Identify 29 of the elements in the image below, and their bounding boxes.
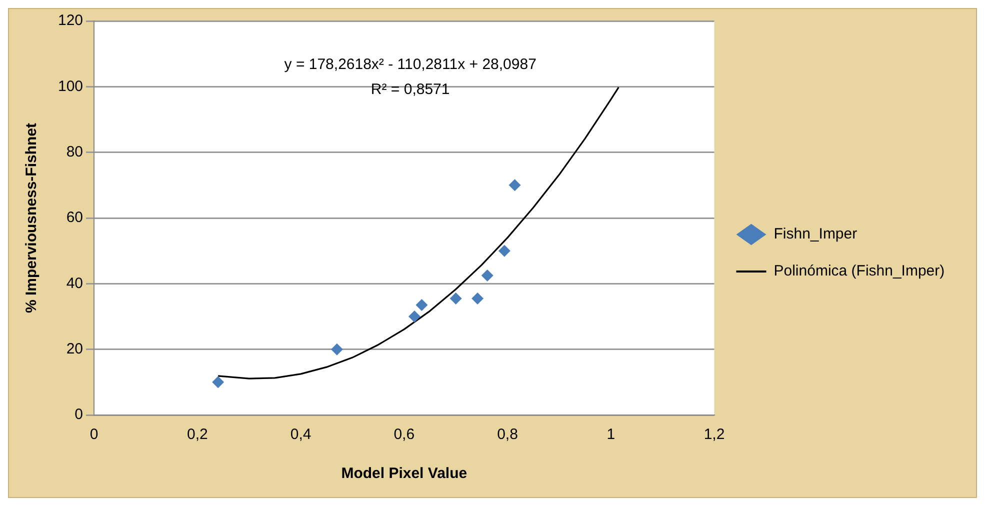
- point: [450, 292, 462, 304]
- x-tick-label: 0: [90, 426, 98, 444]
- point: [481, 269, 494, 282]
- x-tick-label: 1,2: [704, 426, 725, 444]
- y-axis-title: % Imperviousness-Fishnet: [23, 122, 40, 314]
- y-tick-label: 0: [74, 406, 84, 424]
- x-tick-label: 0,8: [497, 426, 518, 444]
- x-tick-label: 1: [606, 426, 616, 444]
- y-tick-label: 40: [66, 274, 84, 292]
- x-tick-label: 0,4: [290, 426, 312, 444]
- y-tick-label: 20: [66, 340, 84, 358]
- x-tick-label: 0,6: [394, 426, 415, 444]
- legend-label: Fishn_Imper: [774, 226, 858, 243]
- annotation: y = 178,2618x² - 110,2811x + 28,0987: [284, 56, 536, 74]
- y-tick-label: 60: [66, 209, 84, 226]
- point: [330, 343, 343, 356]
- point: [416, 299, 428, 312]
- point: [472, 292, 484, 304]
- point: [508, 179, 521, 192]
- x-tick-label: 0,2: [186, 426, 208, 444]
- point: [212, 376, 224, 388]
- point: [498, 244, 510, 257]
- y-tick-label: 120: [58, 12, 84, 30]
- y-tick-label: 100: [58, 78, 84, 95]
- point: [408, 310, 420, 322]
- annotation: R² = 0,8571: [370, 81, 450, 98]
- legend-label: Polinómica (Fishn_Imper): [774, 262, 945, 280]
- y-tick-label: 80: [66, 143, 84, 160]
- x-axis-title: Model Pixel Value: [341, 465, 468, 482]
